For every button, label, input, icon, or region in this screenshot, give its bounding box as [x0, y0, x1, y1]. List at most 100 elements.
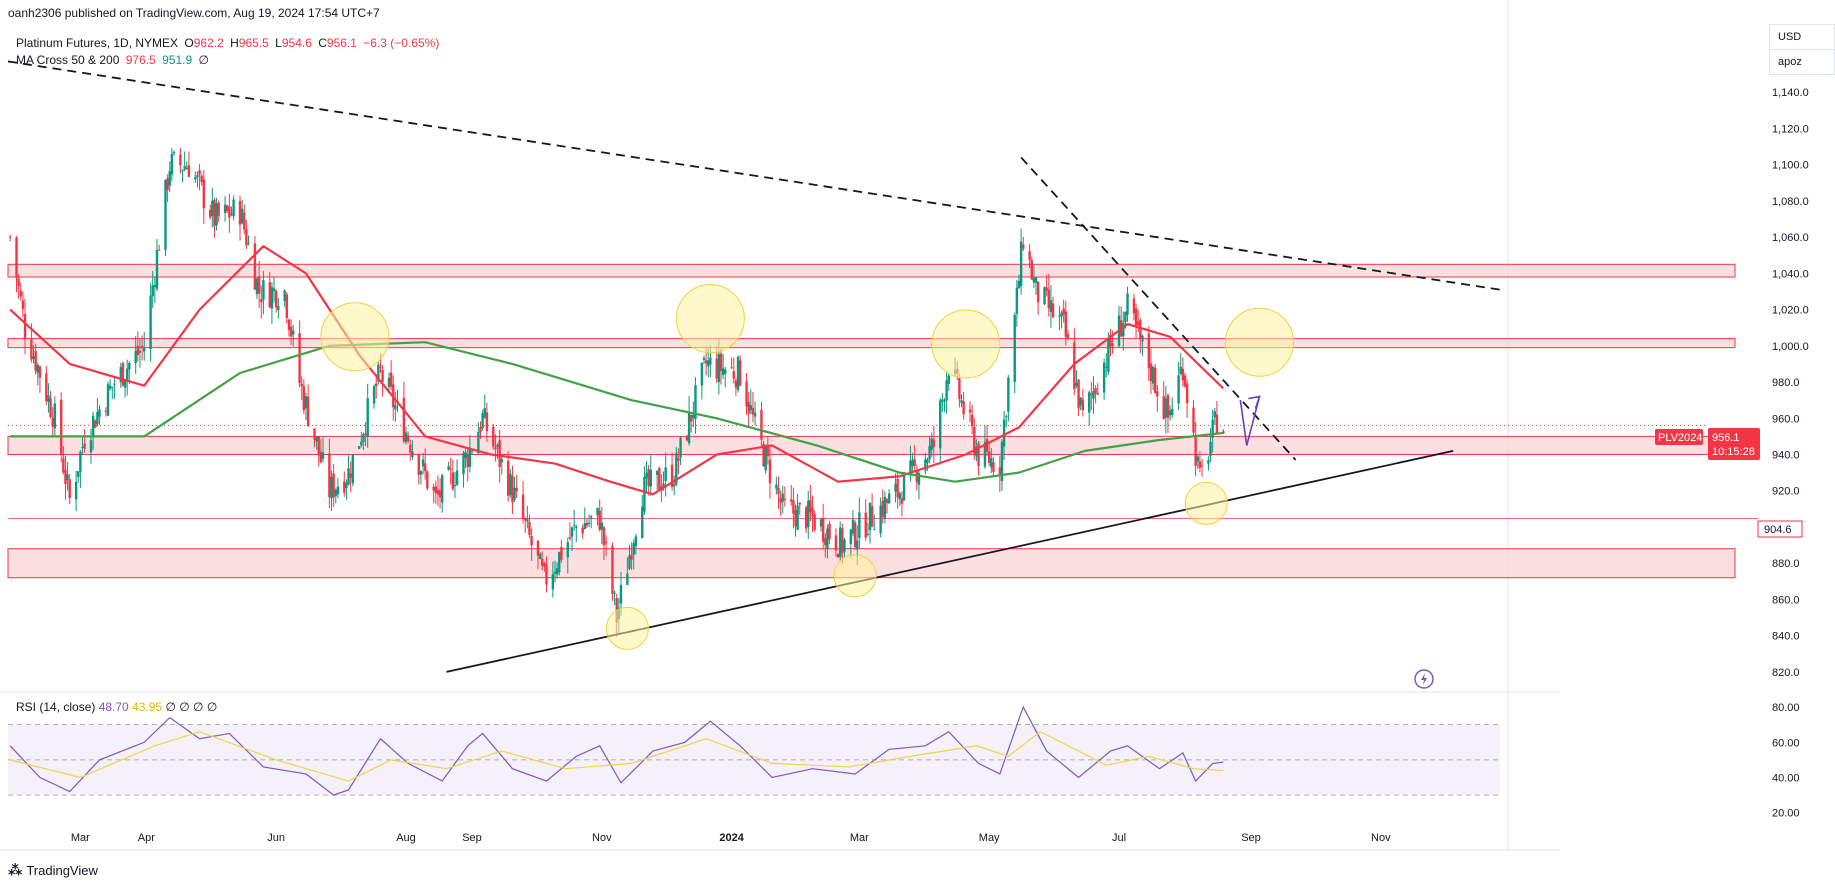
candle-body: [1075, 382, 1078, 386]
candle-body: [1139, 319, 1142, 339]
candle-body: [68, 479, 71, 499]
time-tick-label: May: [979, 832, 1000, 844]
candle-body: [828, 523, 831, 540]
candle-body: [602, 527, 606, 546]
ma-indicator-name[interactable]: MA Cross 50 & 200: [16, 53, 120, 67]
candle-body: [1164, 398, 1168, 418]
candle-body: [1017, 280, 1021, 289]
currency-button[interactable]: USD: [1769, 24, 1835, 49]
candle-body: [417, 455, 420, 475]
candle-body: [581, 527, 584, 534]
candle-body: [419, 471, 423, 475]
ma200-value: 951.9: [162, 53, 193, 67]
candle-body: [1109, 334, 1112, 347]
last-price-text: 956.1: [1712, 432, 1740, 444]
candle-body: [151, 285, 154, 297]
candle-body: [164, 179, 167, 250]
candle-body: [975, 447, 978, 457]
candle-body: [1154, 367, 1157, 393]
publisher-line: oanh2306 published on TradingView.com, A…: [8, 6, 380, 20]
candle-body: [1166, 395, 1170, 419]
candle-body: [481, 413, 484, 429]
candle-body: [34, 350, 37, 371]
scale-mode-button[interactable]: apoz: [1769, 49, 1835, 75]
candle-body: [372, 386, 376, 404]
rsi-legend: RSI (14, close) 48.70 43.95 ∅ ∅ ∅ ∅: [16, 700, 217, 714]
candle-body: [604, 541, 608, 544]
candle-body: [885, 499, 889, 503]
candle-body: [572, 524, 576, 526]
candle-body: [53, 403, 57, 429]
candle-body: [1111, 343, 1114, 346]
candle-body: [1132, 298, 1136, 314]
candle-body: [106, 384, 110, 416]
candle-body: [1094, 387, 1097, 394]
candle-body: [853, 522, 857, 547]
price-tags: PLV2024 956.1 10:15:28 904.6: [1655, 428, 1803, 538]
candle-body: [1096, 393, 1099, 395]
candle-body: [194, 177, 197, 180]
candle-body: [81, 446, 84, 448]
candle-body: [143, 347, 146, 352]
candle-body: [483, 408, 486, 418]
candle-body: [125, 368, 129, 381]
candle-body: [777, 488, 780, 494]
candle-body: [530, 536, 533, 546]
candle-body: [243, 212, 246, 230]
candle-body: [526, 519, 529, 522]
candle-body: [253, 243, 257, 290]
candle-body: [302, 386, 306, 411]
candle-body: [1007, 377, 1010, 412]
candle-body: [213, 199, 216, 227]
candle-body: [536, 540, 540, 556]
candle-body: [692, 414, 695, 419]
tradingview-logo-icon[interactable]: ⁂: [8, 862, 23, 878]
candle-body: [838, 527, 842, 558]
candle-body: [364, 433, 367, 435]
candle-body: [813, 514, 816, 530]
candle-body: [626, 573, 629, 585]
candle-body: [181, 170, 184, 172]
candle-body: [898, 493, 901, 499]
candle-body: [836, 553, 840, 558]
candle-body: [1058, 315, 1061, 317]
rsi-indicator-name[interactable]: RSI (14, close): [16, 700, 96, 714]
candle-body: [47, 395, 50, 402]
candle-body: [600, 522, 604, 530]
candle-body: [958, 378, 961, 399]
candle-body: [628, 555, 631, 569]
candle-body: [1207, 460, 1210, 464]
tradingview-logo-text[interactable]: TradingView: [26, 863, 98, 878]
candle-body: [1156, 391, 1159, 397]
candle-body: [149, 295, 152, 349]
candle-body: [947, 375, 950, 384]
candle-body: [809, 500, 812, 513]
candle-body: [421, 459, 425, 467]
lightning-icon[interactable]: [1414, 669, 1434, 689]
candle-body: [1196, 456, 1199, 462]
candle-body: [1092, 391, 1095, 399]
ma50-value: 976.5: [125, 53, 156, 67]
candle-body: [1198, 461, 1202, 468]
price-tick-label: 1,020.0: [1772, 305, 1809, 317]
candle-body: [694, 385, 697, 420]
candle-body: [687, 411, 691, 444]
candle-body: [1030, 260, 1033, 280]
candle-body: [21, 300, 25, 310]
candle-body: [226, 205, 229, 211]
candle-body: [23, 314, 27, 339]
candle-body: [1122, 323, 1125, 337]
candle-body: [998, 467, 1002, 476]
candle-body: [866, 533, 870, 535]
candle-body: [223, 204, 227, 214]
candle-body: [121, 363, 125, 386]
candle-body: [136, 345, 140, 355]
candle-body: [426, 471, 429, 489]
candle-body: [360, 441, 363, 446]
candle-body: [1194, 434, 1197, 466]
candle-body: [91, 415, 95, 437]
candle-body: [1022, 244, 1025, 249]
candle-body: [924, 459, 927, 471]
time-tick-label: Nov: [592, 832, 612, 844]
